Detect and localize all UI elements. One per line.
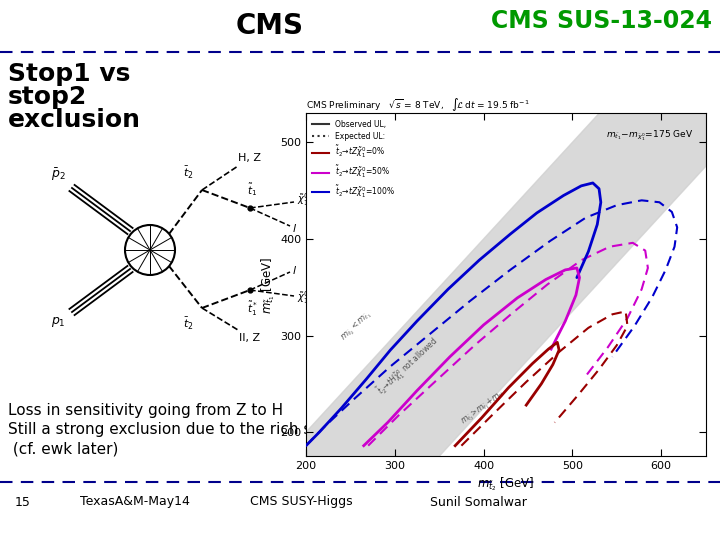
Text: II, Z: II, Z: [240, 333, 261, 343]
Text: $\bar{p}_2$: $\bar{p}_2$: [50, 167, 66, 183]
Text: $l$: $l$: [292, 264, 297, 276]
Text: (cf. ewk later): (cf. ewk later): [8, 441, 118, 456]
Text: CMS Preliminary   $\sqrt{s}$ = 8 TeV,   $\int\!\mathcal{L}\,\mathrm{d}t$ = 19.5 : CMS Preliminary $\sqrt{s}$ = 8 TeV, $\in…: [306, 96, 530, 113]
Text: $l$: $l$: [292, 222, 297, 234]
Y-axis label: $m_{\tilde{t}_1}\ [\mathrm{GeV}]$: $m_{\tilde{t}_1}\ [\mathrm{GeV}]$: [260, 256, 277, 314]
Text: $\tilde{t}_1^*$: $\tilde{t}_1^*$: [246, 300, 258, 318]
Text: exclusion: exclusion: [8, 108, 141, 132]
Text: $\tilde{\chi}_1^0$: $\tilde{\chi}_1^0$: [297, 289, 309, 306]
Text: $m_{\tilde{t}_1}\!-\!m_{\tilde{\chi}_1^0}\!=\!175\ \mathrm{GeV}$: $m_{\tilde{t}_1}\!-\!m_{\tilde{\chi}_1^0…: [606, 129, 693, 143]
Text: Still a strong exclusion due to the rich signature: Still a strong exclusion due to the rich…: [8, 422, 376, 437]
Text: stop2: stop2: [8, 85, 87, 109]
Text: $\tilde{t}_1$: $\tilde{t}_1$: [247, 181, 257, 198]
Legend: Observed UL,, Expected UL:, $\tilde{t}_2\!\rightarrow\! tZ\tilde{\chi}_1^0\!=\!0: Observed UL,, Expected UL:, $\tilde{t}_2…: [310, 117, 397, 202]
Polygon shape: [284, 0, 706, 456]
Text: $m_{\tilde{t}_2}\!>\!m_{\tilde{t}_1}\!+\!m_H$: $m_{\tilde{t}_2}\!>\!m_{\tilde{t}_1}\!+\…: [459, 388, 508, 428]
Text: $\bar{t}_2$: $\bar{t}_2$: [183, 165, 193, 181]
Text: Sunil Somalwar: Sunil Somalwar: [430, 496, 527, 509]
Text: CMS SUS-13-024: CMS SUS-13-024: [491, 9, 712, 33]
X-axis label: $m_{\tilde{t}_2}\ [\mathrm{GeV}]$: $m_{\tilde{t}_2}\ [\mathrm{GeV}]$: [477, 475, 534, 493]
Text: H, Z: H, Z: [238, 153, 261, 163]
Text: $\tilde{t}_2 \!\rightarrow\! tH\tilde{\chi}_1^0$ not allowed: $\tilde{t}_2 \!\rightarrow\! tH\tilde{\c…: [374, 334, 442, 399]
Text: Loss in sensitivity going from Z to H: Loss in sensitivity going from Z to H: [8, 403, 283, 418]
Text: TexasA&M-May14: TexasA&M-May14: [80, 496, 190, 509]
Text: 15: 15: [15, 496, 31, 509]
Text: Stop1 vs: Stop1 vs: [8, 62, 130, 86]
Text: $p_1$: $p_1$: [50, 315, 66, 329]
Text: $\bar{t}_2$: $\bar{t}_2$: [183, 316, 193, 332]
Circle shape: [125, 225, 175, 275]
Text: CMS: CMS: [236, 12, 304, 40]
Text: $m_{\tilde{t}_2} < m_{\tilde{t}_1}$: $m_{\tilde{t}_2} < m_{\tilde{t}_1}$: [338, 308, 375, 344]
Text: $\tilde{\chi}_1^0$: $\tilde{\chi}_1^0$: [297, 192, 309, 208]
Text: CMS SUSY-Higgs: CMS SUSY-Higgs: [250, 496, 353, 509]
